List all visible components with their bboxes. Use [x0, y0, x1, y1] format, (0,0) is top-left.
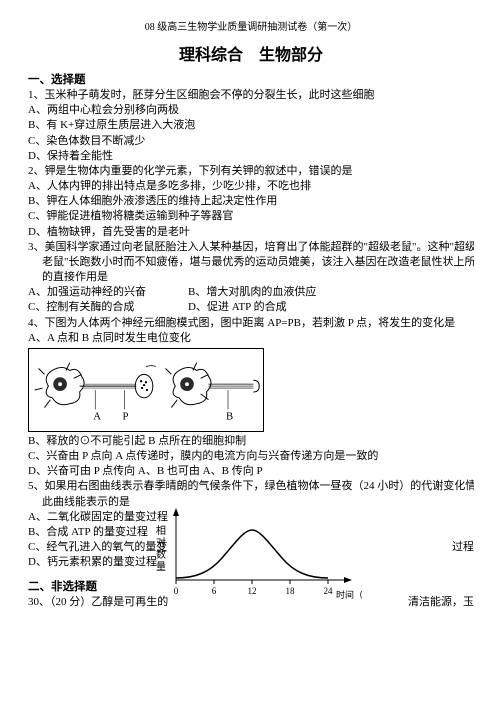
curve-svg: 0 6 12 18 24 相 对 数 量	[140, 506, 362, 602]
xtick-2: 12	[248, 586, 257, 596]
xtick-0: 0	[174, 586, 179, 596]
q4-optB: B、释放的⊙不可能引起 B 点所在的细胞抑制	[28, 434, 474, 449]
ylabel-1: 相	[156, 524, 166, 537]
neuron-svg: A P B	[29, 349, 263, 431]
q30-right: 清洁能源，玉	[408, 595, 474, 610]
q4-optA: A、A 点和 B 点同时发生电位变化	[28, 331, 474, 346]
q4-optC: C、兴奋由 P 点向 A 点传递时，膜内的电流方向与兴奋传递方向是一致的	[28, 449, 474, 464]
q1-optB: B、有 K+穿过原生质层进入大液泡	[28, 118, 474, 133]
q2-optB: B、钾在人体细胞外液渗透压的维持上起决定性作用	[28, 194, 474, 209]
main-title: 理科综合 生物部分	[28, 41, 474, 65]
q1-optC: C、染色体数目不断减少	[28, 134, 474, 149]
label-B: B	[226, 410, 233, 422]
xtick-4: 24	[324, 586, 334, 596]
q3-optC: C、控制有关酶的合成	[28, 300, 188, 315]
ylabel-4: 量	[156, 561, 166, 573]
q3-row-cd: C、控制有关酶的合成 D、促进 ATP 的合成	[28, 300, 474, 315]
curve-path	[176, 530, 328, 578]
paper-header: 08 级高三生物学业质量调研抽测试卷（第一次）	[28, 14, 474, 33]
q3-stem-l3: 的直接作用是	[28, 270, 474, 285]
q1-stem: 1、玉米种子萌发时，胚芽分生区细胞会不停的分裂生长，此时这些细胞	[28, 88, 474, 103]
ylabel-3: 数	[156, 548, 166, 561]
label-A: A	[93, 410, 101, 422]
q2-optC: C、钾能促进植物将糖类运输到种子等器官	[28, 209, 474, 224]
q3-optD: D、促进 ATP 的合成	[188, 300, 287, 315]
q2-stem: 2、钾是生物体内重要的化学元素，下列有关钾的叙述中，错误的是	[28, 164, 474, 179]
xtick-3: 18	[286, 586, 296, 596]
q3-stem-l2: 老鼠"长跑数小时而不知疲倦，堪与最优秀的运动员媲美，该注入基因在改造老鼠性状上所…	[28, 255, 474, 270]
q1-optA: A、两组中心粒会分别移向两极	[28, 103, 474, 118]
xlabel: 时间（h）	[336, 589, 362, 600]
neuron-soma-left	[35, 363, 84, 408]
q2-optD: D、植物缺钾，首先受害的是老叶	[28, 225, 474, 240]
q4-stem: 4、下图为人体两个神经元细胞模式图，图中距离 AP=PB，若刺激 P 点，将发生…	[28, 316, 474, 331]
ylabel-2: 对	[156, 536, 166, 549]
label-P: P	[123, 410, 129, 422]
q3-stem-l1: 3、美国科学家通过向老鼠胚胎注入人某种基因，培育出了体能超群的"超级老鼠"。这种…	[28, 240, 474, 255]
q3-optB: B、增大对肌肉的血液供应	[188, 285, 316, 300]
q5-stem-l1: 5、如果用右图曲线表示春季晴朗的气候条件下，绿色植物体一昼夜（24 小时）的代谢…	[28, 479, 474, 494]
q5-optC-right: 过程	[452, 540, 474, 555]
section-1-title: 一、选择题	[28, 71, 474, 87]
q3-optA: A、加强运动神经的兴奋	[28, 285, 188, 300]
curve-chart: 0 6 12 18 24 相 对 数 量	[140, 506, 362, 602]
q4-optD: D、兴奋可由 P 点传向 A、B 也可由 A、B 传向 P	[28, 464, 474, 479]
neuron-soma-right	[166, 363, 211, 408]
q2-optA: A、人体内钾的排出特点是多吃多排，少吃少排，不吃也排	[28, 179, 474, 194]
neuron-diagram: A P B	[28, 348, 264, 432]
q1-optD: D、保持着全能性	[28, 149, 474, 164]
q3-row-ab: A、加强运动神经的兴奋 B、增大对肌肉的血液供应	[28, 285, 474, 300]
axon-right	[208, 384, 253, 388]
xtick-1: 6	[212, 586, 217, 596]
